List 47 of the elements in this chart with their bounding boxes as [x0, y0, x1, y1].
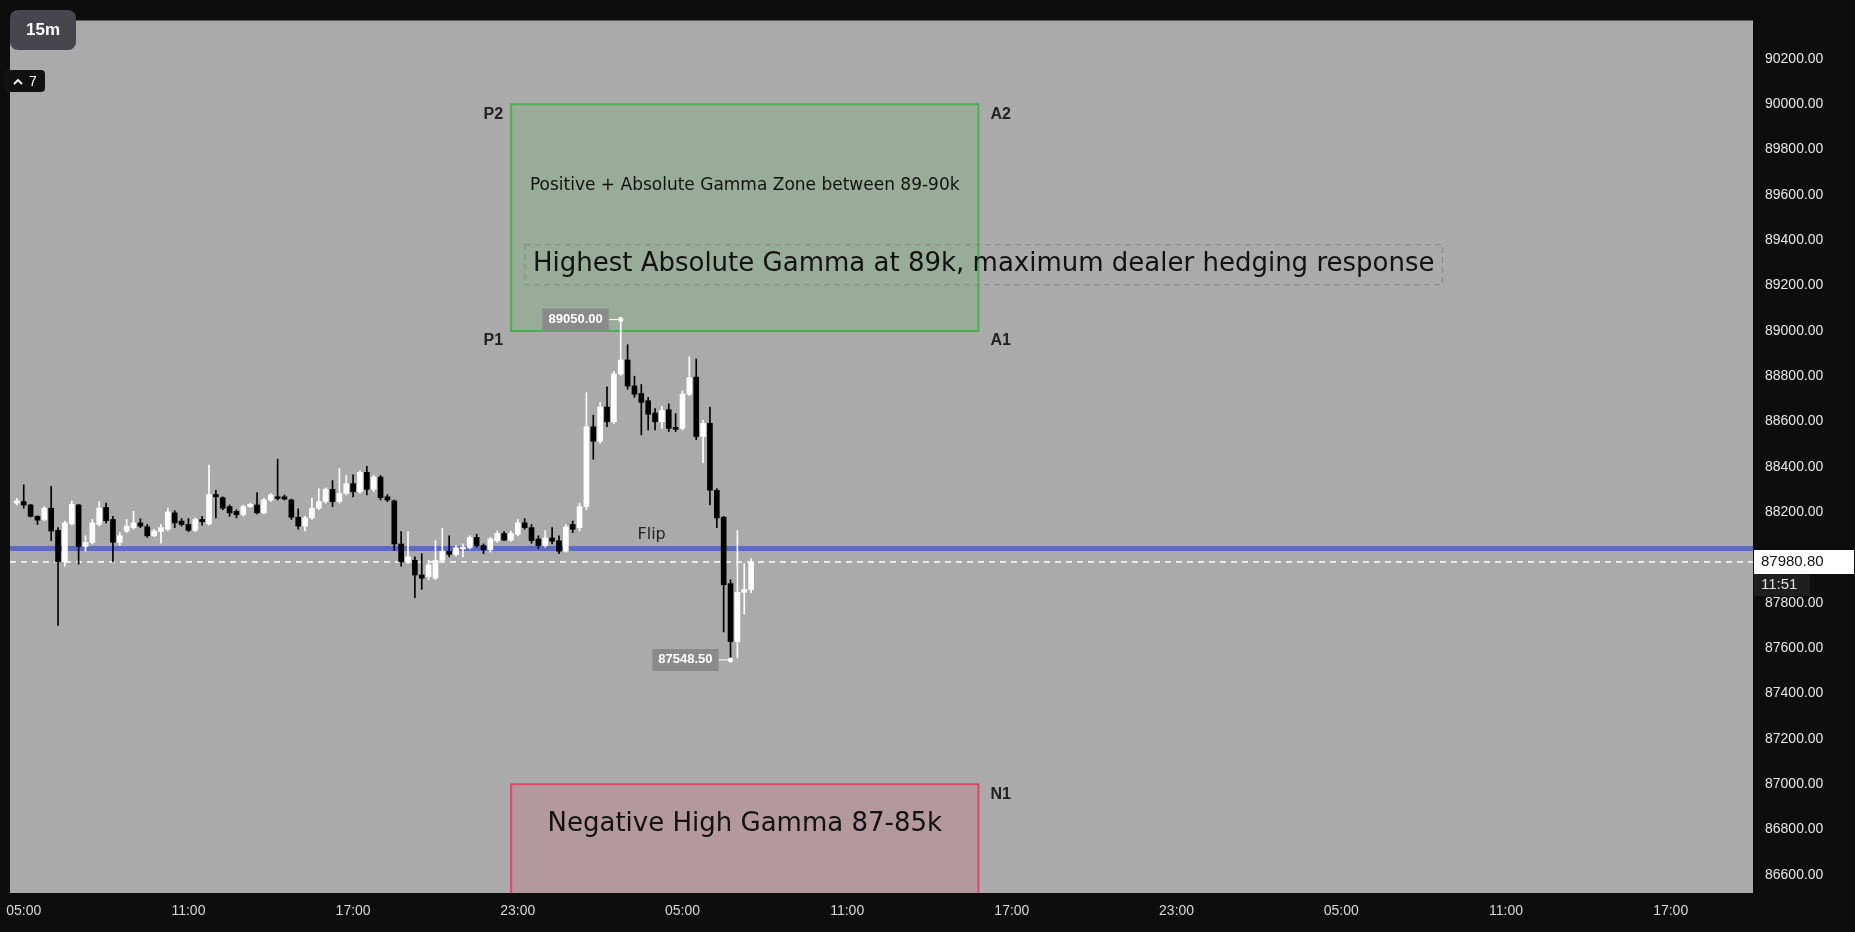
y-tick-label: 86600.00: [1765, 865, 1824, 882]
y-tick-label: 89000.00: [1765, 321, 1824, 338]
y-tick-label: 90200.00: [1765, 49, 1824, 66]
candlestick: [446, 535, 453, 558]
annotation: N1: [990, 784, 1011, 802]
x-tick-label: 05:00: [6, 902, 42, 919]
candlestick: [418, 553, 425, 590]
y-tick-label: 87800.00: [1765, 593, 1824, 610]
x-tick-label: 05:00: [664, 902, 701, 919]
y-tick-label: 86800.00: [1765, 820, 1824, 837]
y-tick-label: 89200.00: [1765, 276, 1824, 293]
y-tick-label: 88800.00: [1765, 367, 1824, 384]
annotation: A2: [990, 104, 1011, 122]
y-tick-label: 87000.00: [1765, 775, 1824, 792]
x-tick-label: 11:00: [1488, 902, 1524, 919]
y-tick-label: 87200.00: [1765, 729, 1824, 746]
x-tick-label: 23:00: [500, 902, 536, 919]
y-tick-label: 89600.00: [1765, 185, 1824, 202]
y-tick-label: 88600.00: [1765, 412, 1824, 429]
y-tick-label: 87400.00: [1765, 684, 1824, 701]
annotation: P1: [483, 331, 504, 349]
candlestick: [213, 489, 219, 519]
candlestick: [20, 484, 27, 509]
y-tick-label: 89800.00: [1765, 140, 1824, 157]
annotation: 89050.00: [548, 311, 603, 327]
band-label: Positive + Absolute Gamma Zone between 89-90k: [529, 174, 960, 195]
x-tick-label: 17:00: [335, 902, 371, 919]
annotation: A1: [990, 331, 1011, 349]
y-tick-label: 87600.00: [1765, 639, 1824, 656]
text: 11:51: [1761, 575, 1798, 593]
annotation: 7: [29, 73, 37, 89]
x-tick-label: 11:00: [830, 902, 865, 919]
x-tick-label: 17:00: [994, 902, 1030, 919]
ref-line-label: 87980.80: [1761, 552, 1824, 570]
x-tick-label: 11:00: [171, 902, 206, 919]
x-tick-label: 23:00: [1159, 902, 1195, 919]
ref-line-label: Flip: [637, 523, 666, 543]
y-tick-label: 89400.00: [1765, 231, 1824, 248]
y-tick-label: 90000.00: [1765, 95, 1824, 112]
chart-title: 15m: [10, 10, 77, 50]
y-tick-label: 88400.00: [1765, 457, 1824, 474]
x-tick-label: 05:00: [1323, 902, 1359, 919]
annotation: 87548.50: [658, 651, 713, 667]
y-tick-label: 88200.00: [1765, 503, 1824, 520]
annotation: P2: [483, 104, 504, 122]
x-tick-label: 17:00: [1653, 902, 1689, 919]
band-label: Negative High Gamma 87-85k: [547, 806, 943, 837]
